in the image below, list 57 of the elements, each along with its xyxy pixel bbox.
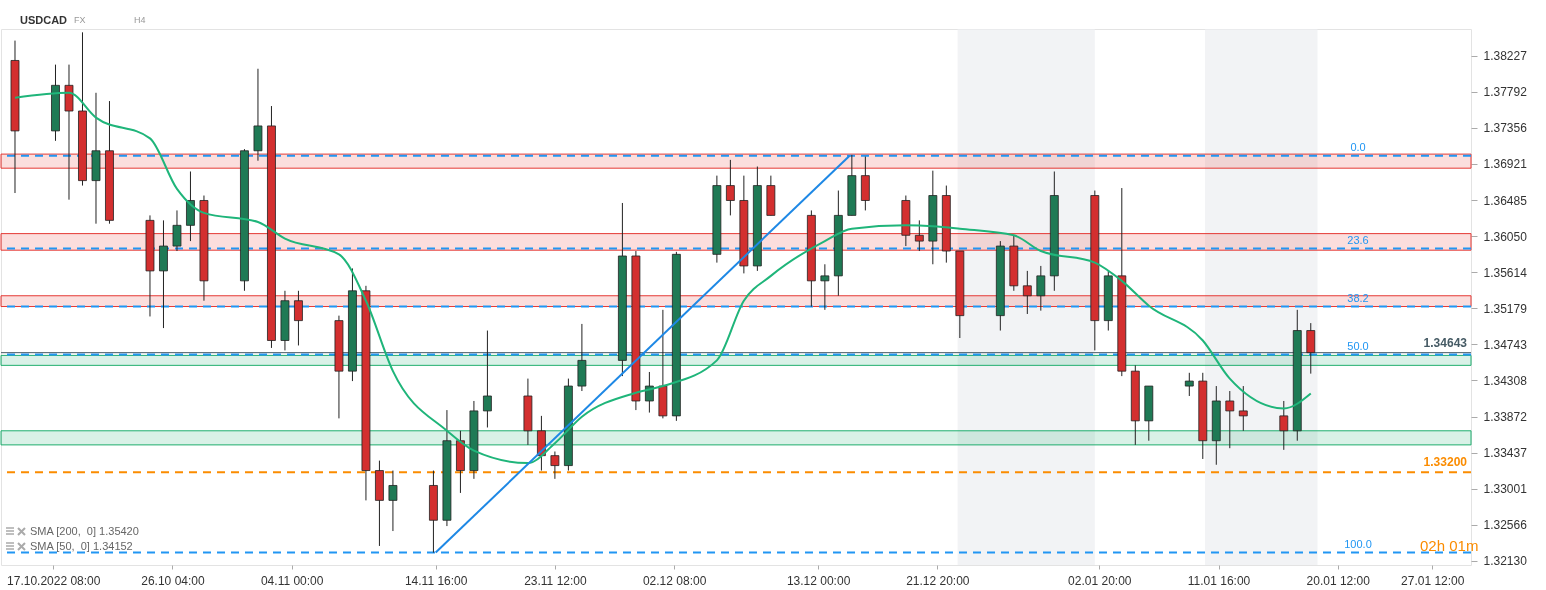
x-tick-label: 17.10.2022 08:00 — [7, 573, 101, 588]
candlestick — [820, 263, 830, 311]
y-tick-label: 1.36921 — [1483, 157, 1528, 172]
candlestick — [1279, 400, 1289, 451]
x-tick-label: 02.12 08:00 — [642, 573, 707, 588]
text: FX — [74, 15, 86, 25]
candlestick — [1225, 390, 1235, 449]
line-series — [14, 91, 1312, 465]
annotation: SMA [200, 0] 1.35420 — [30, 525, 139, 537]
candlestick — [914, 219, 924, 252]
annotation: 38.2 — [1347, 291, 1369, 304]
y-tick-label: 1.34308 — [1483, 373, 1528, 388]
candlestick — [1306, 322, 1316, 375]
y-tick-label: 1.33872 — [1483, 410, 1528, 425]
candlestick — [644, 371, 654, 414]
text: H4 — [134, 15, 146, 25]
y-tick-label: 1.32130 — [1483, 554, 1528, 569]
x-tick-label: 20.01 12:00 — [1306, 573, 1371, 588]
ref-line-label: 1.34643 — [1423, 335, 1468, 350]
y-tick-label: 1.37792 — [1483, 85, 1528, 100]
y-tick-label: 1.34743 — [1483, 337, 1528, 352]
candlestick — [1184, 372, 1194, 397]
y-tick-label: 1.33437 — [1483, 446, 1528, 461]
candlestick — [1022, 270, 1032, 315]
y-tick-label: 1.32566 — [1483, 518, 1528, 533]
candlestick — [172, 209, 182, 252]
annotation: 23.6 — [1347, 233, 1369, 246]
ref-line-label: 1.33200 — [1423, 455, 1468, 470]
annotation: 100.0 — [1344, 537, 1372, 550]
candlestick — [388, 470, 398, 532]
y-tick-label: 1.33001 — [1483, 482, 1528, 497]
x-tick-label: 27.01 12:00 — [1401, 573, 1465, 588]
y-tick-label: 1.37356 — [1483, 121, 1528, 136]
annotation: SMA [50, 0] 1.34152 — [30, 540, 133, 552]
candlestick — [550, 451, 560, 480]
x-tick-label: 26.10 04:00 — [141, 573, 205, 588]
x-tick-label: 14.11 16:00 — [404, 573, 468, 588]
annotation: 50.0 — [1347, 339, 1369, 352]
y-tick-label: 1.35614 — [1483, 265, 1528, 280]
x-tick-label: 02.01 20:00 — [1068, 573, 1132, 588]
y-tick-label: 1.36485 — [1483, 193, 1528, 208]
candlestick — [294, 290, 303, 346]
y-tick-label: 1.38227 — [1483, 49, 1528, 64]
candlestick — [1238, 385, 1248, 432]
annotation: 02h 01m — [1420, 537, 1479, 554]
candlestick — [1036, 265, 1046, 312]
y-tick-label: 1.35179 — [1483, 301, 1528, 316]
x-tick-label: 23.11 12:00 — [524, 573, 587, 588]
y-tick-label: 1.36050 — [1483, 229, 1528, 244]
x-tick-label: 13.12 00:00 — [786, 573, 851, 588]
x-tick-label: 21.12 20:00 — [906, 573, 970, 588]
chart-title: USDCAD — [20, 14, 68, 26]
candlestick — [483, 330, 492, 428]
annotation: 0.0 — [1350, 140, 1366, 153]
x-tick-label: 11.01 16:00 — [1187, 573, 1251, 588]
candlestick — [725, 159, 735, 216]
x-tick-label: 04.11 00:00 — [260, 573, 324, 588]
